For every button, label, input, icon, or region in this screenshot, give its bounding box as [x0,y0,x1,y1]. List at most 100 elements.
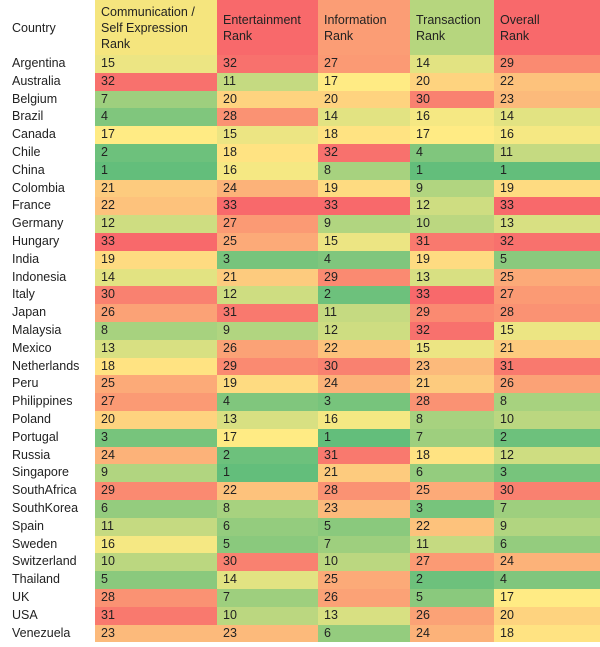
country-label: Italy [0,286,95,305]
rank-cell-transaction: 27 [410,553,494,572]
rank-cell-transaction: 1 [410,161,494,180]
column-header-line: Transaction [416,12,481,27]
rank-cell-entertainment: 26 [217,339,318,358]
rank-cell-communication: 26 [95,304,217,322]
rank-cell-entertainment: 9 [217,321,318,340]
rank-cell-information: 33 [318,197,410,216]
rank-cell-communication: 28 [95,588,217,607]
table-row: Australia 32 11 17 20 22 [0,72,600,91]
rank-cell-entertainment: 27 [217,215,318,233]
column-header-line: Country [12,20,56,35]
column-header-information: Information Rank [318,0,410,55]
rank-cell-communication: 9 [95,464,217,483]
table-row: Netherlands 18 29 30 23 31 [0,357,600,376]
rank-cell-communication: 20 [95,410,217,429]
rank-cell-transaction: 21 [410,375,494,394]
rank-cell-entertainment: 32 [217,55,318,73]
table-row: Belgium 7 20 20 30 23 [0,90,600,109]
rank-cell-overall: 2 [494,428,600,447]
rank-cell-communication: 33 [95,232,217,251]
country-label: Peru [0,375,95,394]
table-row: SouthKorea 6 8 23 3 7 [0,499,600,518]
rank-cell-information: 8 [318,161,410,180]
rank-cell-overall: 15 [494,321,600,340]
rank-cell-entertainment: 23 [217,624,318,643]
rank-cell-communication: 29 [95,482,217,500]
column-header-line: Entertainment [223,12,301,27]
rank-cell-transaction: 28 [410,393,494,411]
rank-cell-communication: 27 [95,393,217,411]
column-header-line: Rank [500,28,530,43]
rank-cell-entertainment: 2 [217,446,318,465]
rank-cell-information: 23 [318,499,410,518]
rank-cell-information: 12 [318,321,410,340]
country-label: Mexico [0,339,95,358]
table-row: Italy 30 12 2 33 27 [0,286,600,305]
rank-cell-overall: 23 [494,90,600,109]
rank-cell-communication: 13 [95,339,217,358]
country-label: Japan [0,304,95,322]
rank-cell-communication: 32 [95,72,217,91]
country-label: Germany [0,215,95,233]
table-row: Thailand 5 14 25 2 4 [0,571,600,589]
rank-cell-communication: 1 [95,161,217,180]
column-header-country: Country [0,0,95,55]
rank-cell-transaction: 25 [410,482,494,500]
table-row: Sweden 16 5 7 11 6 [0,535,600,554]
rank-cell-transaction: 20 [410,72,494,91]
rank-cell-overall: 31 [494,357,600,376]
table-row: India 19 3 4 19 5 [0,250,600,269]
rank-cell-transaction: 11 [410,535,494,554]
rank-cell-information: 28 [318,482,410,500]
rank-cell-information: 31 [318,446,410,465]
rank-cell-entertainment: 19 [217,375,318,394]
rank-cell-transaction: 30 [410,90,494,109]
rank-cell-information: 24 [318,375,410,394]
column-header-overall: Overall Rank [494,0,600,55]
table-row: USA 31 10 13 26 20 [0,606,600,625]
table-row: UK 28 7 26 5 17 [0,588,600,607]
table-row: Malaysia 8 9 12 32 15 [0,321,600,340]
rank-cell-information: 5 [318,517,410,536]
rank-cell-entertainment: 21 [217,268,318,287]
table-row: Mexico 13 26 22 15 21 [0,339,600,358]
table-row: Switzerland 10 30 10 27 24 [0,553,600,572]
column-header-line: Rank [223,28,253,43]
table-row: Poland 20 13 16 8 10 [0,410,600,429]
table-row: Argentina 15 32 27 14 29 [0,55,600,73]
rank-cell-entertainment: 18 [217,143,318,162]
rank-cell-entertainment: 11 [217,72,318,91]
rank-cell-overall: 4 [494,571,600,589]
rank-cell-information: 1 [318,428,410,447]
column-header-line: Rank [416,28,446,43]
table-row: Indonesia 14 21 29 13 25 [0,268,600,287]
table-row: SouthAfrica 29 22 28 25 30 [0,482,600,500]
rank-cell-communication: 12 [95,215,217,233]
rank-cell-communication: 7 [95,90,217,109]
country-label: Russia [0,446,95,465]
rank-cell-overall: 13 [494,215,600,233]
rank-cell-overall: 18 [494,624,600,643]
country-label: Thailand [0,571,95,589]
country-label: Chile [0,143,95,162]
rank-cell-information: 29 [318,268,410,287]
rank-cell-communication: 5 [95,571,217,589]
country-label: SouthAfrica [0,482,95,500]
rank-cell-entertainment: 12 [217,286,318,305]
rank-cell-information: 6 [318,624,410,643]
rank-cell-entertainment: 13 [217,410,318,429]
country-label: Philippines [0,393,95,411]
rank-cell-communication: 10 [95,553,217,572]
country-label: Colombia [0,179,95,198]
rank-cell-overall: 14 [494,108,600,127]
rank-cell-overall: 3 [494,464,600,483]
column-header-line: Communication / [101,4,195,19]
table-row: Venezuela 23 23 6 24 18 [0,624,600,643]
rank-cell-transaction: 23 [410,357,494,376]
rank-cell-entertainment: 33 [217,197,318,216]
rank-cell-overall: 12 [494,446,600,465]
rank-cell-communication: 3 [95,428,217,447]
rank-cell-communication: 17 [95,126,217,144]
table-row: Spain 11 6 5 22 9 [0,517,600,536]
table-row: Peru 25 19 24 21 26 [0,375,600,394]
